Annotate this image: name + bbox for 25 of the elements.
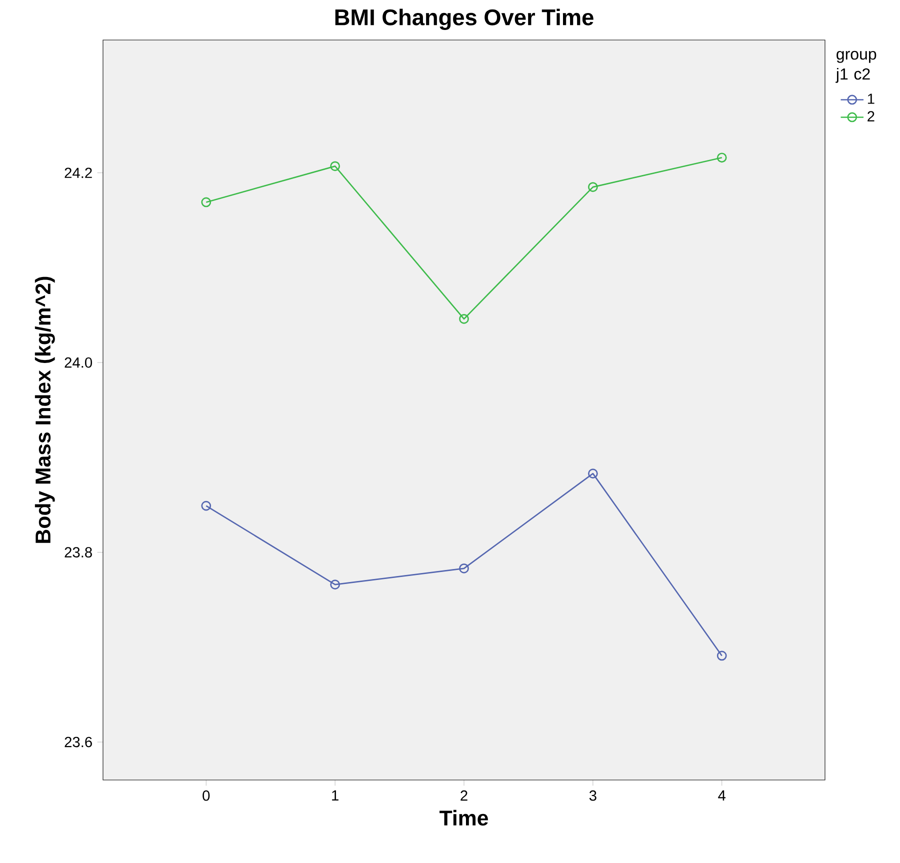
x-tick-label: 1	[332, 790, 338, 800]
point	[201, 500, 212, 511]
legend-title: group j1 c2	[836, 50, 876, 83]
point	[330, 580, 340, 590]
point	[716, 650, 727, 661]
point	[716, 152, 727, 163]
y-tick-label: 23.8	[64, 547, 92, 558]
chart-title: BMI Changes Over Time	[335, 8, 594, 30]
point	[588, 182, 598, 192]
point	[201, 197, 212, 208]
legend-label: 1	[868, 94, 874, 104]
x-tick-label: 4	[718, 790, 726, 800]
y-axis-title: Body Mass Index (kg/m^2)	[34, 276, 55, 543]
x-axis-title: Time	[440, 810, 488, 826]
x-tick-label: 3	[589, 790, 596, 801]
legend-label: 2	[868, 111, 874, 122]
point	[459, 314, 469, 324]
y-tick-label: 23.6	[64, 736, 92, 748]
point	[459, 563, 469, 574]
y-tick-label: 24.0	[64, 357, 92, 368]
x-tick-label: 0	[202, 790, 210, 801]
point	[588, 468, 598, 478]
x-tick-label: 2	[460, 790, 468, 801]
y-tick-label: 24.2	[64, 168, 92, 178]
point	[330, 161, 340, 172]
